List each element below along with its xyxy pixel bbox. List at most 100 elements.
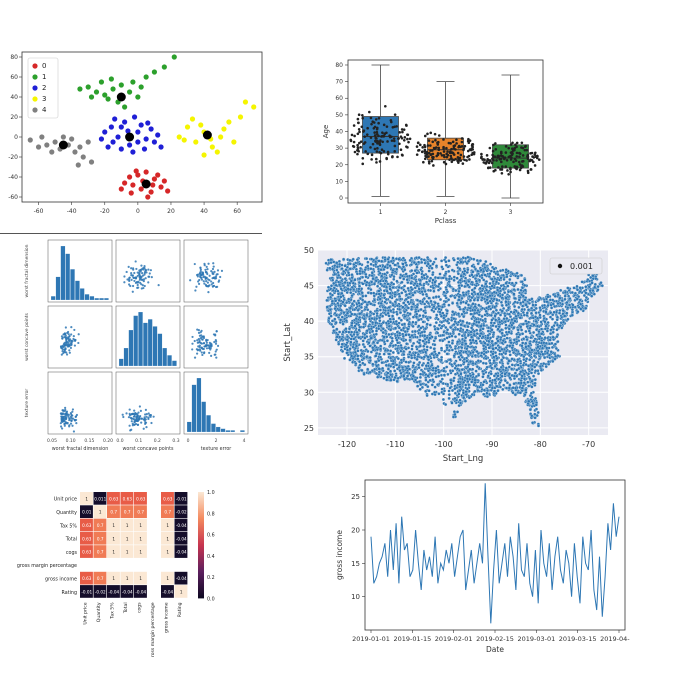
location-point (401, 334, 405, 339)
location-point (445, 309, 449, 313)
swarm-point (471, 145, 475, 149)
pair-point (71, 417, 75, 420)
swarm-point (371, 120, 375, 124)
location-point (435, 382, 440, 387)
location-point (474, 317, 479, 321)
location-point (533, 416, 537, 420)
cluster-point (105, 96, 111, 102)
pair-point (143, 284, 146, 288)
location-point (576, 310, 580, 314)
location-point (441, 339, 445, 343)
location-point (358, 276, 362, 281)
location-point (391, 344, 396, 348)
location-point (388, 349, 393, 353)
location-point (481, 318, 485, 323)
pair-point (125, 412, 128, 415)
cluster-point (148, 189, 154, 195)
pair-point (130, 420, 133, 423)
location-point (422, 344, 426, 348)
pair-point (195, 273, 199, 277)
location-point (443, 294, 447, 298)
pair-point (134, 422, 138, 426)
location-point (416, 354, 420, 359)
location-point (530, 379, 534, 383)
location-point (369, 267, 373, 271)
location-point (420, 300, 425, 304)
swarm-point (509, 167, 512, 171)
location-point (402, 322, 407, 326)
location-point (386, 311, 390, 315)
swarm-point (390, 139, 394, 142)
pair-point (69, 412, 72, 415)
location-point (360, 275, 365, 279)
pair-tick-label: 0.15 (84, 438, 94, 444)
location-point (489, 269, 493, 273)
cluster-point (75, 162, 81, 168)
location-point (518, 359, 523, 363)
pair-point (67, 333, 70, 336)
pair-point (60, 420, 63, 423)
location-point (417, 341, 421, 345)
location-point (327, 312, 332, 316)
location-point (439, 373, 444, 377)
swarm-point (370, 122, 373, 126)
x-tick-label: -80 (534, 440, 547, 449)
hist-bar (118, 358, 124, 367)
legend-marker (32, 107, 38, 113)
location-point (452, 322, 456, 327)
pair-point (201, 338, 204, 341)
swarm-point (396, 155, 399, 159)
location-point (388, 328, 393, 332)
legend-marker (32, 85, 38, 91)
pair-point (197, 331, 201, 334)
location-point (415, 271, 419, 275)
pair-point (212, 284, 216, 287)
swarm-point (490, 161, 494, 165)
location-point (374, 332, 378, 336)
swarm-point (450, 160, 454, 164)
pair-point (63, 348, 66, 351)
location-point (438, 297, 443, 302)
location-point (521, 363, 526, 367)
hist-bar (84, 294, 90, 301)
pair-point (136, 271, 139, 274)
location-point (524, 345, 528, 349)
location-point (422, 302, 427, 306)
location-point (584, 295, 589, 300)
location-point (425, 255, 430, 260)
swarm-point (494, 148, 498, 151)
location-point (350, 293, 354, 298)
pair-point (133, 279, 136, 283)
location-point (589, 275, 593, 280)
location-point (516, 363, 520, 367)
pair-point (131, 284, 135, 288)
y-tick-label: 30 (335, 145, 343, 152)
location-point (343, 280, 347, 285)
location-point (391, 285, 395, 290)
swarm-point (499, 168, 502, 171)
cluster-point (98, 136, 105, 142)
cluster-point (52, 139, 58, 145)
x-tick-label: -110 (386, 440, 404, 449)
location-point (548, 338, 552, 342)
location-point (524, 335, 528, 339)
location-point (493, 364, 497, 368)
swarm-point (357, 121, 360, 125)
pair-point (205, 271, 208, 274)
cluster-point (155, 172, 161, 178)
legend-box (27, 57, 59, 119)
x-tick-label: -90 (485, 440, 498, 449)
pair-point (64, 417, 67, 420)
swarm-point (435, 154, 438, 158)
location-point (475, 258, 479, 263)
location-point (447, 259, 451, 263)
pair-point (126, 278, 129, 281)
location-point (343, 277, 347, 281)
location-point (505, 275, 509, 279)
location-point (550, 317, 555, 321)
location-point (503, 320, 508, 324)
cluster-point (122, 119, 128, 125)
location-point (430, 363, 434, 367)
location-point (402, 349, 406, 354)
cluster-point (69, 136, 75, 142)
